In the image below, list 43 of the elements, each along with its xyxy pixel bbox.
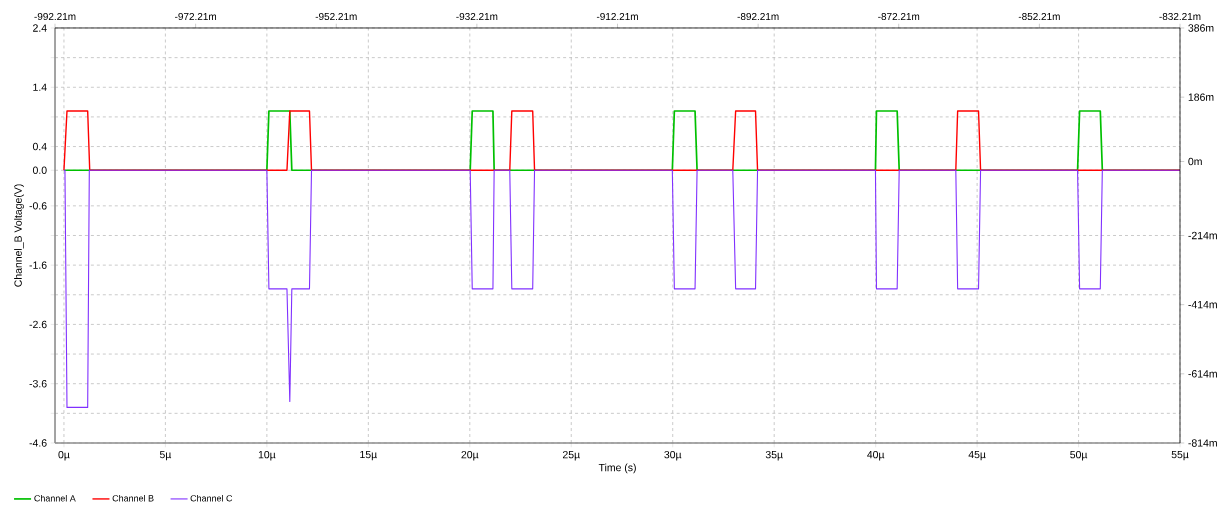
y-tick-label: -0.6 <box>29 202 47 210</box>
x-tick-label: 0µ <box>58 450 70 461</box>
y-tick-label: -4.6 <box>29 439 47 447</box>
x-tick-label: 15µ <box>360 450 377 461</box>
y2-tick-label: -214m <box>1188 231 1217 240</box>
legend-label: Channel C <box>190 494 233 502</box>
x-axis-title: Time (s) <box>598 463 636 474</box>
x2-tick-label: -932.21m <box>456 12 498 21</box>
y-tick-label: -2.6 <box>29 320 47 329</box>
y-tick-label: 1.4 <box>33 83 47 91</box>
x2-tick-label: -912.21m <box>596 12 638 21</box>
x-tick-label: 45µ <box>968 450 986 461</box>
x-tick-label: 55µ <box>1171 450 1189 461</box>
x2-tick-label: -992.21m <box>34 12 76 21</box>
y2-tick-label: -614m <box>1188 370 1217 378</box>
x2-tick-label: -952.21m <box>315 12 357 21</box>
y2-tick-label: -414m <box>1188 301 1217 309</box>
x-tick-label: 40µ <box>867 450 885 461</box>
y2-tick-label: 186m <box>1188 93 1214 101</box>
x2-tick-label: -972.21m <box>175 12 217 21</box>
y-tick-label: 2.4 <box>33 24 47 32</box>
y2-tick-label: 386m <box>1188 24 1214 32</box>
y-tick-label: 0.0 <box>32 166 47 174</box>
y2-tick-label: 0m <box>1188 157 1202 166</box>
x-tick-label: 20µ <box>461 450 479 461</box>
x-tick-label: 30µ <box>664 450 682 461</box>
x2-tick-label: -892.21m <box>737 12 779 21</box>
legend-label: Channel A <box>34 494 76 502</box>
x2-tick-label: -852.21m <box>1018 12 1060 21</box>
x2-tick-label: -872.21m <box>878 12 920 21</box>
x-tick-label: 50µ <box>1070 450 1088 461</box>
y-tick-label: -3.6 <box>29 380 47 388</box>
x-tick-label: 35µ <box>765 450 783 461</box>
y-tick-label: -1.6 <box>29 261 47 269</box>
y-tick-label: 0.4 <box>32 142 47 151</box>
line-series <box>63 169 1181 408</box>
x2-tick-label: -832.21m <box>1159 12 1201 21</box>
x-tick-label: 10µ <box>258 450 276 461</box>
legend-label: Channel B <box>112 494 154 502</box>
y-axis-title: Channel_B Voltage(V) <box>14 184 24 287</box>
y2-tick-label: -814m <box>1188 439 1217 447</box>
x-tick-label: 5µ <box>159 450 172 461</box>
x-tick-label: 25µ <box>562 450 580 461</box>
